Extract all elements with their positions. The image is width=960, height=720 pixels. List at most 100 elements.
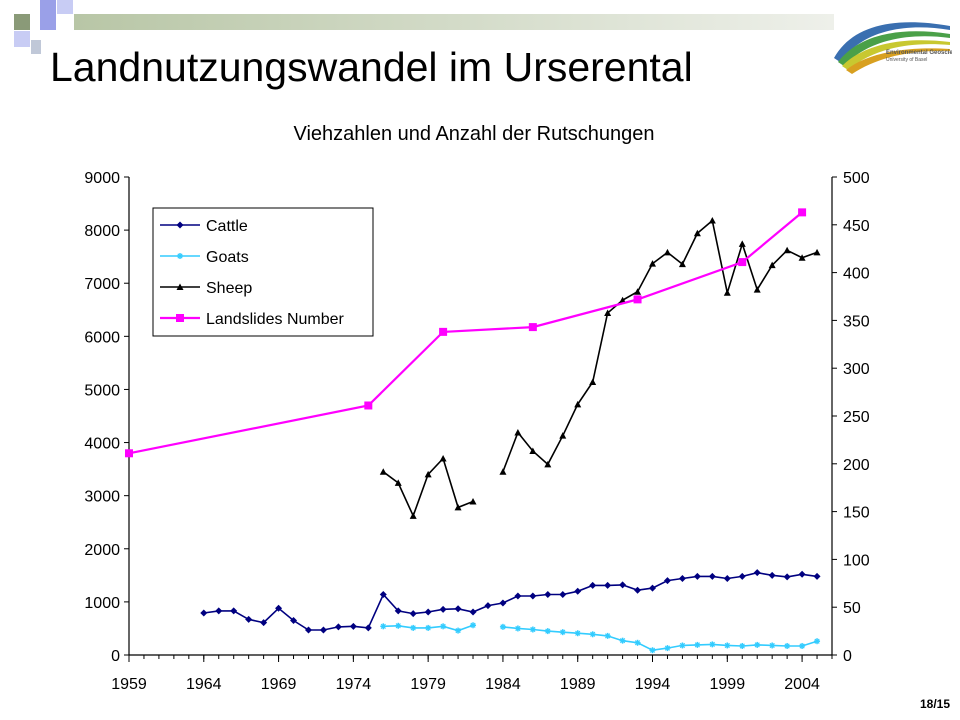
data-point-sheep xyxy=(499,468,507,475)
data-point-sheep xyxy=(514,428,522,436)
data-point-sheep xyxy=(663,248,671,256)
data-point-sheep xyxy=(693,229,701,237)
data-point-goats xyxy=(784,642,791,649)
y-right-tick-label: 250 xyxy=(843,409,870,426)
y-left-tick-label: 8000 xyxy=(84,223,120,240)
data-point-cattle xyxy=(304,626,312,634)
series-goats xyxy=(380,622,821,654)
y-right-tick-label: 0 xyxy=(843,648,852,665)
data-point-goats xyxy=(724,642,731,649)
data-point-cattle xyxy=(678,575,686,583)
data-point-sheep xyxy=(439,454,447,462)
header-square-green xyxy=(14,14,30,30)
svg-text:University of Basel: University of Basel xyxy=(886,57,927,63)
data-point-cattle xyxy=(649,584,657,592)
data-point-cattle xyxy=(409,610,417,618)
series-line-goats xyxy=(502,626,818,652)
data-point-goats xyxy=(514,625,521,632)
legend-label-sheep: Sheep xyxy=(206,280,252,297)
data-point-sheep xyxy=(708,217,716,224)
page-number: 18/15 xyxy=(919,697,950,711)
data-point-cattle xyxy=(514,592,522,600)
legend-label-cattle: Cattle xyxy=(206,218,248,235)
y-right-tick-label: 100 xyxy=(843,552,870,569)
data-point-sheep xyxy=(783,246,791,254)
data-point-cattle xyxy=(753,569,761,577)
data-point-landslides-number xyxy=(633,295,642,304)
data-point-cattle xyxy=(319,626,327,634)
header-square-blue-3 xyxy=(40,14,56,30)
data-point-cattle xyxy=(768,571,776,579)
data-point-sheep xyxy=(604,309,612,316)
data-point-goats xyxy=(589,631,596,638)
data-point-cattle xyxy=(574,587,582,595)
data-point-goats xyxy=(814,638,821,645)
y-right-tick-label: 200 xyxy=(843,457,870,474)
x-tick-label: 1974 xyxy=(336,676,372,693)
data-point-sheep xyxy=(738,240,746,247)
data-point-cattle xyxy=(215,607,223,615)
data-point-cattle xyxy=(499,599,507,607)
data-point-goats xyxy=(470,622,477,629)
data-point-cattle xyxy=(663,577,671,585)
data-point-goats xyxy=(529,626,536,633)
x-tick-label: 1999 xyxy=(710,676,746,693)
x-tick-label: 1964 xyxy=(186,676,222,693)
data-point-cattle xyxy=(245,615,253,623)
data-point-cattle xyxy=(589,581,597,589)
data-point-sheep xyxy=(394,479,402,486)
data-point-cattle xyxy=(484,602,492,610)
data-point-sheep xyxy=(678,260,686,268)
data-point-sheep xyxy=(768,261,776,269)
data-point-goats xyxy=(410,624,417,631)
y-right-tick-label: 450 xyxy=(843,218,870,235)
data-point-cattle xyxy=(708,572,716,580)
data-point-cattle xyxy=(469,608,477,616)
data-point-cattle xyxy=(230,607,238,615)
data-point-sheep xyxy=(469,498,477,505)
data-point-cattle xyxy=(559,590,567,598)
data-point-sheep xyxy=(649,260,657,267)
data-point-goats xyxy=(380,623,387,630)
data-point-sheep xyxy=(454,503,462,511)
data-point-cattle xyxy=(738,572,746,580)
data-point-sheep xyxy=(589,378,597,386)
series-cattle xyxy=(200,569,821,634)
data-point-sheep xyxy=(574,400,582,408)
data-point-cattle xyxy=(783,573,791,581)
data-point-cattle xyxy=(604,581,612,589)
data-point-cattle xyxy=(394,607,402,615)
data-point-cattle xyxy=(349,622,357,630)
y-left-tick-label: 4000 xyxy=(84,436,120,453)
data-point-landslides-number xyxy=(364,401,373,410)
slide-title: Landnutzungswandel im Urserental xyxy=(50,44,693,90)
y-left-tick-label: 6000 xyxy=(84,329,120,346)
legend-label-landslides-number: Landslides Number xyxy=(206,311,345,328)
data-point-landslides-number xyxy=(528,323,537,332)
y-left-tick-label: 5000 xyxy=(84,382,120,399)
legend-marker-landslides-number xyxy=(176,314,184,322)
data-point-goats xyxy=(455,627,462,634)
legend-label-goats: Goats xyxy=(206,249,249,266)
data-point-goats xyxy=(395,622,402,629)
data-point-cattle xyxy=(544,590,552,598)
legend-marker-sheep xyxy=(176,283,184,290)
data-point-goats xyxy=(709,641,716,648)
header-square-blue-2 xyxy=(14,31,30,47)
data-point-sheep xyxy=(559,432,567,439)
data-point-cattle xyxy=(529,592,537,600)
y-right-tick-label: 50 xyxy=(843,600,861,617)
data-point-goats xyxy=(679,642,686,649)
data-point-sheep xyxy=(798,254,806,261)
data-point-sheep xyxy=(753,286,761,293)
header-square-blue-1 xyxy=(40,0,56,14)
data-point-landslides-number xyxy=(439,327,448,336)
chart-series xyxy=(125,208,821,654)
x-tick-label: 2004 xyxy=(784,676,820,693)
data-point-goats xyxy=(499,623,506,630)
data-point-cattle xyxy=(424,608,432,616)
header-square-light xyxy=(31,40,41,54)
data-point-sheep xyxy=(379,468,387,475)
series-sheep xyxy=(379,217,821,519)
